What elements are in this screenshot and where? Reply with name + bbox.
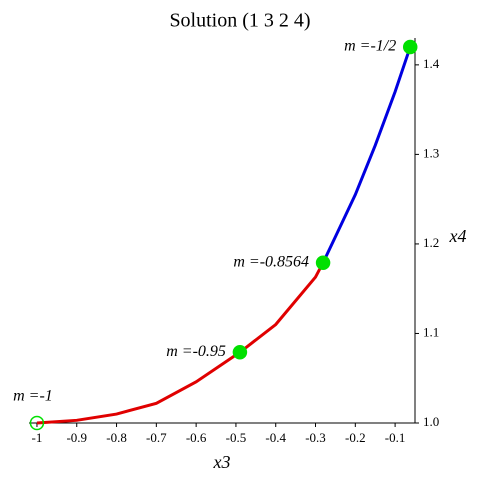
x-tick-label: -0.8 [106,430,127,445]
curve [36,262,325,425]
x-tick-label: -0.2 [345,430,366,445]
y-tick-label: 1.4 [423,56,440,71]
y-axis-label: x4 [449,226,467,246]
x-tick-label: -0.6 [186,430,207,445]
x-tick-label: -0.1 [385,430,406,445]
point [232,345,248,360]
point-label: m =-1/2 [344,38,396,55]
x-tick-label: -0.9 [66,430,87,445]
point-label: m =-0.95 [166,343,226,360]
x-tick-label: -0.3 [305,430,326,445]
point-label: m =-1 [13,388,53,405]
x-tick-label: -1 [32,430,43,445]
curve [321,46,412,264]
x-tick-label: -0.5 [226,430,247,445]
x-tick-label: -0.4 [265,430,286,445]
x-axis-label: x3 [213,452,231,472]
y-tick-label: 1.0 [423,414,439,429]
point [315,255,331,270]
point [402,39,418,55]
x-tick-label: -0.7 [146,430,167,445]
point-label: m =-0.8564 [233,253,309,270]
y-tick-label: 1.2 [423,235,439,250]
y-tick-label: 1.1 [423,324,439,339]
y-tick-label: 1.3 [423,145,439,160]
chart-title: Solution (1 3 2 4) [169,10,310,32]
point [29,415,45,431]
